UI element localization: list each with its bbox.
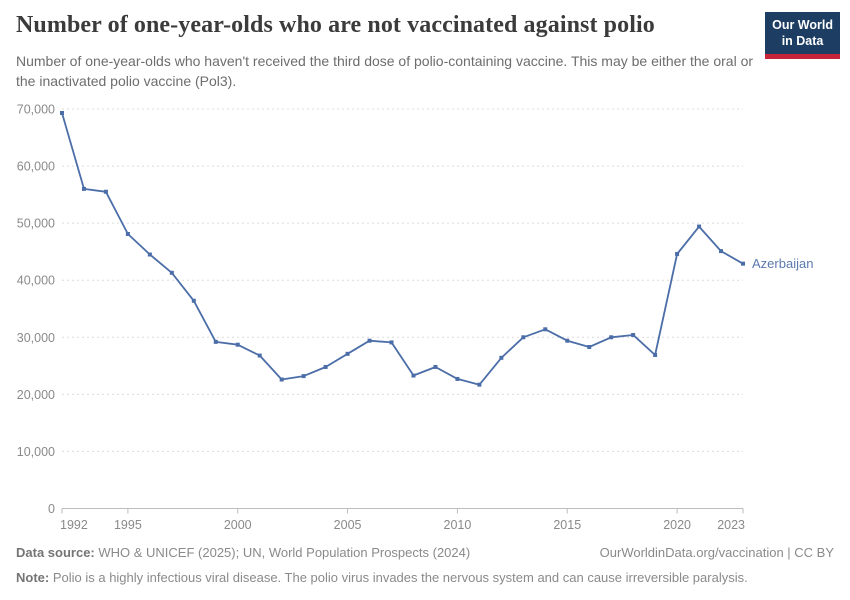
data-point[interactable] (81, 186, 86, 191)
x-axis-label: 2020 (663, 518, 691, 532)
y-axis-label: 20,000 (17, 388, 55, 402)
owid-logo-line1: Our World (772, 18, 833, 32)
data-point[interactable] (257, 353, 262, 358)
data-point[interactable] (301, 374, 306, 379)
data-point[interactable] (609, 335, 614, 340)
owid-logo-line2: in Data (781, 34, 824, 49)
data-point[interactable] (719, 249, 724, 254)
x-axis-label: 2023 (717, 518, 745, 532)
owid-logo[interactable]: Our World in Data (765, 12, 840, 59)
data-point[interactable] (389, 340, 394, 345)
data-point[interactable] (411, 373, 416, 378)
x-axis-label: 1995 (114, 518, 142, 532)
data-point[interactable] (675, 251, 680, 256)
data-point[interactable] (125, 231, 130, 236)
data-point[interactable] (103, 189, 108, 194)
owid-license-link[interactable]: OurWorldinData.org/vaccination | CC BY (599, 545, 834, 560)
data-point[interactable] (169, 270, 174, 275)
data-point[interactable] (323, 364, 328, 369)
data-point[interactable] (279, 377, 284, 382)
x-axis-label: 2015 (553, 518, 581, 532)
data-source-text: WHO & UNICEF (2025); UN, World Populatio… (94, 545, 471, 560)
data-source-line: Data source: WHO & UNICEF (2025); UN, Wo… (16, 544, 470, 562)
y-axis-label: 50,000 (17, 217, 55, 231)
data-point[interactable] (345, 351, 350, 356)
data-point[interactable] (741, 261, 745, 266)
chart-subtitle: Number of one-year-olds who haven't rece… (16, 53, 754, 90)
data-point[interactable] (147, 252, 152, 257)
data-line[interactable] (61, 112, 744, 386)
y-axis-label: 0 (48, 502, 55, 516)
y-axis-label: 30,000 (17, 331, 55, 345)
data-point[interactable] (191, 298, 196, 303)
y-axis-label: 10,000 (17, 445, 55, 459)
note-label: Note: (16, 569, 50, 585)
y-axis-label: 60,000 (17, 160, 55, 174)
page-title: Number of one-year-olds who are not vacc… (16, 12, 655, 38)
data-point[interactable] (60, 110, 64, 115)
note-text: Polio is a highly infectious viral disea… (49, 569, 748, 585)
chart-canvas[interactable]: 0 10,000 20,000 30,000 40,000 50,000 60,000 70,… (0, 0, 850, 540)
series-label[interactable]: Azerbaijan (752, 256, 813, 271)
data-point[interactable] (213, 339, 218, 344)
data-point[interactable] (477, 382, 482, 387)
chart-footer: Data source: WHO & UNICEF (2025); UN, Wo… (16, 544, 834, 586)
x-axis-label: 1992 (60, 518, 88, 532)
data-point[interactable] (587, 344, 592, 349)
data-point[interactable] (697, 224, 702, 229)
data-point[interactable] (565, 338, 570, 343)
x-axis-label: 2000 (224, 518, 252, 532)
data-point[interactable] (455, 376, 460, 381)
data-point[interactable] (433, 364, 438, 369)
note-line: Note: Polio is a highly infectious viral… (16, 569, 834, 587)
data-point[interactable] (499, 355, 504, 360)
data-source-label: Data source: (16, 545, 95, 560)
data-point[interactable] (631, 333, 636, 338)
y-axis-label: 70,000 (17, 103, 55, 117)
x-axis-label: 2010 (444, 518, 472, 532)
data-point[interactable] (653, 352, 658, 357)
data-point[interactable] (235, 342, 240, 347)
data-point[interactable] (543, 327, 548, 332)
data-point[interactable] (521, 335, 526, 340)
y-axis-label: 40,000 (17, 274, 55, 288)
x-axis-label: 2005 (334, 518, 362, 532)
data-point[interactable] (367, 338, 372, 343)
